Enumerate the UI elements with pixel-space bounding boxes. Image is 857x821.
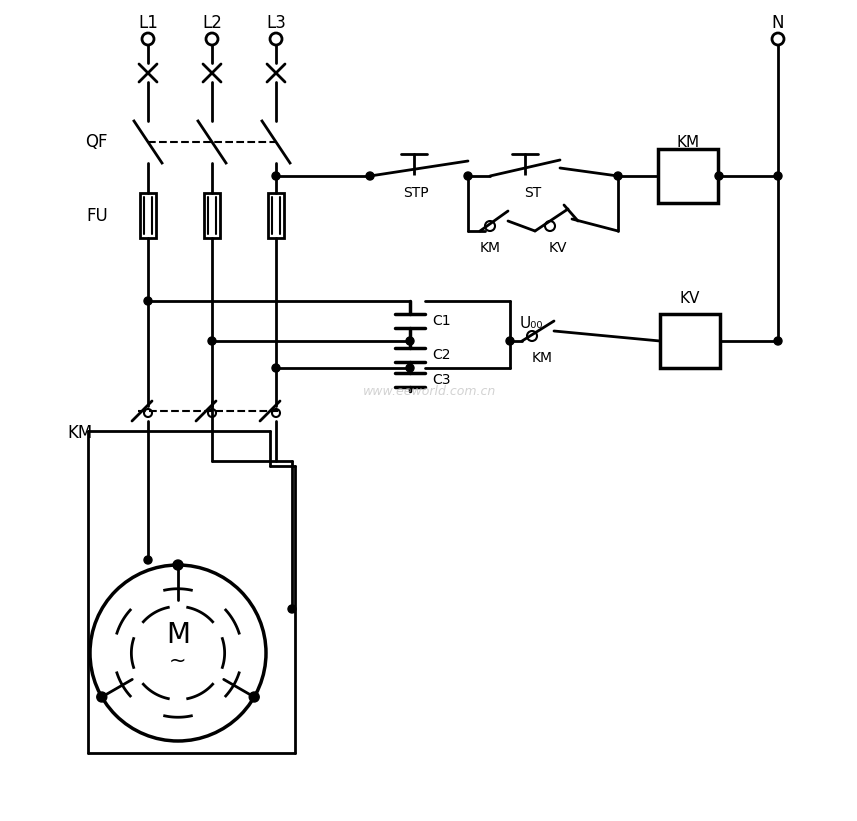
- Text: QF: QF: [85, 133, 107, 151]
- Text: KV: KV: [680, 291, 700, 305]
- Circle shape: [97, 692, 107, 702]
- Text: M: M: [166, 621, 190, 649]
- Text: FU: FU: [86, 207, 108, 225]
- Text: L1: L1: [138, 14, 158, 32]
- Circle shape: [272, 172, 280, 180]
- Circle shape: [464, 172, 472, 180]
- Bar: [658, 149, 718, 203]
- Bar: [204, 193, 220, 238]
- Circle shape: [208, 337, 216, 345]
- Bar: [140, 193, 156, 238]
- Text: KM: KM: [68, 424, 93, 442]
- Circle shape: [614, 172, 622, 180]
- Text: KM: KM: [676, 135, 699, 149]
- Circle shape: [272, 364, 280, 372]
- Text: ST: ST: [524, 186, 542, 200]
- Circle shape: [715, 172, 723, 180]
- Circle shape: [249, 692, 259, 702]
- Circle shape: [288, 605, 296, 613]
- Text: ~: ~: [169, 651, 187, 671]
- Text: L3: L3: [266, 14, 286, 32]
- Circle shape: [406, 337, 414, 345]
- Bar: [268, 193, 284, 238]
- Text: www.eeworld.com.cn: www.eeworld.com.cn: [363, 384, 496, 397]
- Circle shape: [774, 172, 782, 180]
- Circle shape: [144, 556, 152, 564]
- Bar: [660, 314, 720, 368]
- Text: C3: C3: [432, 373, 451, 387]
- Circle shape: [506, 337, 514, 345]
- Text: KV: KV: [548, 241, 567, 255]
- Text: L2: L2: [202, 14, 222, 32]
- Text: C2: C2: [432, 347, 451, 361]
- Circle shape: [366, 172, 374, 180]
- Circle shape: [144, 297, 152, 305]
- Circle shape: [774, 337, 782, 345]
- Circle shape: [173, 560, 183, 570]
- Text: N: N: [772, 14, 784, 32]
- Text: U₀₀: U₀₀: [520, 315, 543, 331]
- Text: KM: KM: [531, 351, 553, 365]
- Text: C1: C1: [432, 314, 451, 328]
- Text: KM: KM: [480, 241, 500, 255]
- Circle shape: [406, 364, 414, 372]
- Text: STP: STP: [403, 186, 428, 200]
